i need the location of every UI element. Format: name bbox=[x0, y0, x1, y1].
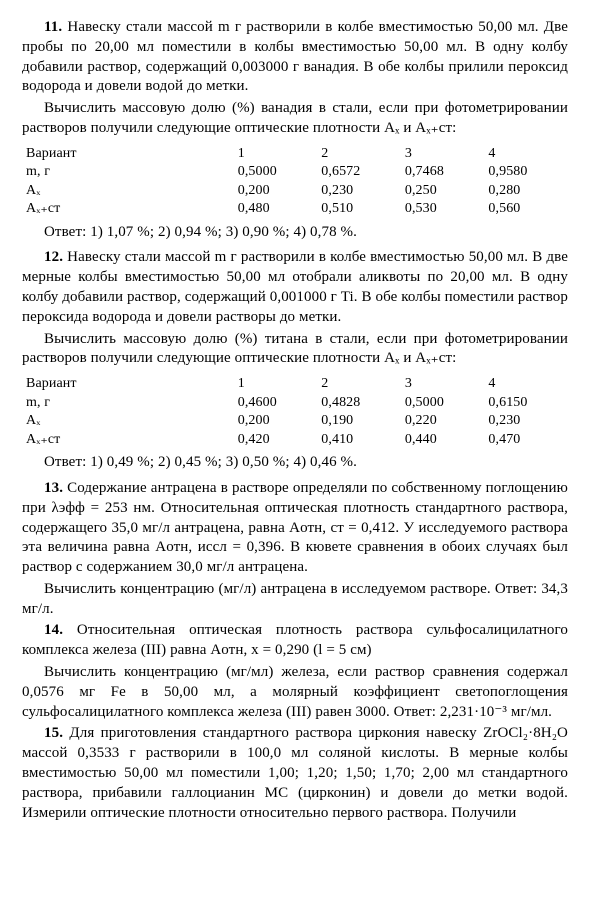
problem-11-para2: Вычислить массовую долю (%) ванадия в ст… bbox=[22, 99, 568, 139]
table-row: Aₓ 0,200 0,230 0,250 0,280 bbox=[22, 182, 568, 200]
table-row: Вариант 1 2 3 4 bbox=[22, 145, 568, 163]
table-row: Aₓ₊ст 0,420 0,410 0,440 0,470 bbox=[22, 431, 568, 449]
table-row: m, г 0,4600 0,4828 0,5000 0,6150 bbox=[22, 394, 568, 412]
problem-text: Навеску стали массой m г растворили в ко… bbox=[22, 249, 568, 324]
problem-14-para2: Вычислить концентрацию (мг/мл) железа, е… bbox=[22, 663, 568, 722]
problem-13-para2: Вычислить концентрацию (мг/л) антрацена … bbox=[22, 580, 568, 620]
problem-number: 11. bbox=[44, 19, 62, 35]
problem-14-para1: 14. Относительная оптическая плотность р… bbox=[22, 621, 568, 661]
problem-text: Содержание антрацена в растворе определя… bbox=[22, 480, 568, 575]
problem-number: 13. bbox=[44, 480, 63, 496]
problem-11-answer: Ответ: 1) 1,07 %; 2) 0,94 %; 3) 0,90 %; … bbox=[22, 223, 568, 243]
table-row: Aₓ₊ст 0,480 0,510 0,530 0,560 bbox=[22, 200, 568, 218]
problem-13-para1: 13. Содержание антрацена в растворе опре… bbox=[22, 479, 568, 578]
problem-11-table: Вариант 1 2 3 4 m, г 0,5000 0,6572 0,746… bbox=[22, 145, 568, 219]
problem-number: 14. bbox=[44, 622, 63, 638]
problem-text: Относительная оптическая плотность раств… bbox=[22, 622, 568, 658]
problem-12-para2: Вычислить массовую долю (%) титана в ста… bbox=[22, 330, 568, 370]
table-row: Aₓ 0,200 0,190 0,220 0,230 bbox=[22, 412, 568, 430]
problem-text: Навеску стали массой m г растворили в ко… bbox=[22, 19, 568, 94]
problem-12-answer: Ответ: 1) 0,49 %; 2) 0,45 %; 3) 0,50 %; … bbox=[22, 453, 568, 473]
problem-11-para1: 11. Навеску стали массой m г растворили … bbox=[22, 18, 568, 97]
problem-12-para1: 12. Навеску стали массой m г растворили … bbox=[22, 248, 568, 327]
table-row: m, г 0,5000 0,6572 0,7468 0,9580 bbox=[22, 163, 568, 181]
problem-12-table: Вариант 1 2 3 4 m, г 0,4600 0,4828 0,500… bbox=[22, 375, 568, 449]
table-row: Вариант 1 2 3 4 bbox=[22, 375, 568, 393]
problem-15-para1: 15. Для приготовления стандартного раств… bbox=[22, 724, 568, 823]
problem-number: 12. bbox=[44, 249, 63, 265]
problem-number: 15. bbox=[44, 725, 63, 741]
problem-text: Для приготовления стандартного раствора … bbox=[22, 725, 568, 820]
